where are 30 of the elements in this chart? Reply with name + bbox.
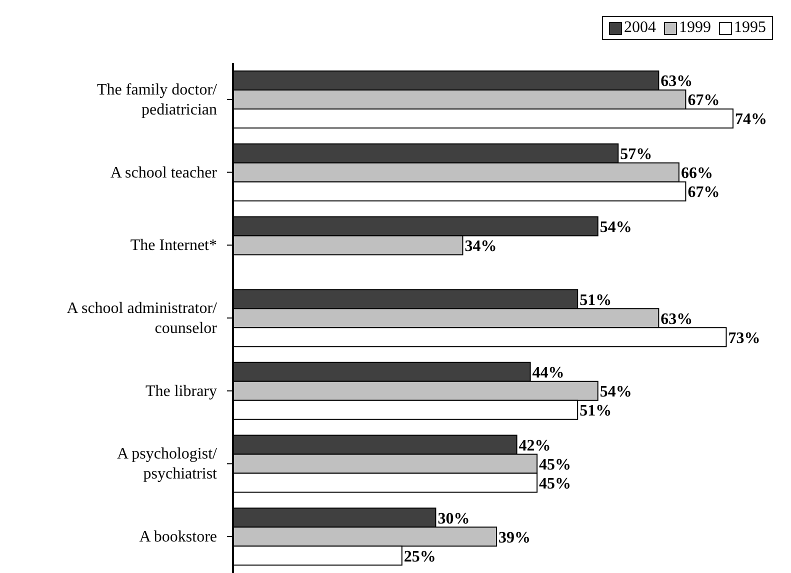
data-label: 30%	[438, 510, 470, 528]
data-label: 74%	[735, 111, 767, 128]
data-label: 44%	[532, 364, 564, 382]
data-label: 42%	[518, 437, 551, 454]
data-label: 51%	[580, 292, 612, 309]
legend-label: 1999	[678, 19, 711, 37]
data-label: 39%	[498, 529, 531, 546]
data-label: 63%	[660, 310, 693, 328]
data-label: 54%	[600, 218, 632, 236]
y-tick-label: The Internet*	[130, 237, 217, 254]
y-tick-label: A psychologist/ psychiatrist	[116, 446, 218, 483]
data-label: 45%	[539, 475, 572, 492]
legend-label: 1995	[733, 19, 766, 37]
y-tick-label: The family doctor/ pediatrician	[97, 81, 218, 118]
data-label: 67%	[688, 184, 720, 202]
data-label: 63%	[660, 73, 693, 90]
data-label: 73%	[728, 330, 760, 347]
data-label: 25%	[404, 548, 436, 566]
data-label: 54%	[600, 384, 632, 401]
y-tick-label: A bookstore	[139, 528, 217, 546]
legend-label: 2004	[623, 19, 656, 37]
data-label: 45%	[539, 456, 572, 474]
data-label: 51%	[580, 402, 612, 420]
data-label: 67%	[688, 92, 720, 110]
y-tick-label: A school teacher	[110, 164, 218, 182]
data-label: 66%	[680, 165, 713, 182]
y-tick-label: A school administrator/ counselor	[66, 300, 218, 337]
data-label: 34%	[464, 238, 497, 255]
data-label: 57%	[620, 146, 652, 164]
y-tick-label: The library	[145, 382, 217, 400]
